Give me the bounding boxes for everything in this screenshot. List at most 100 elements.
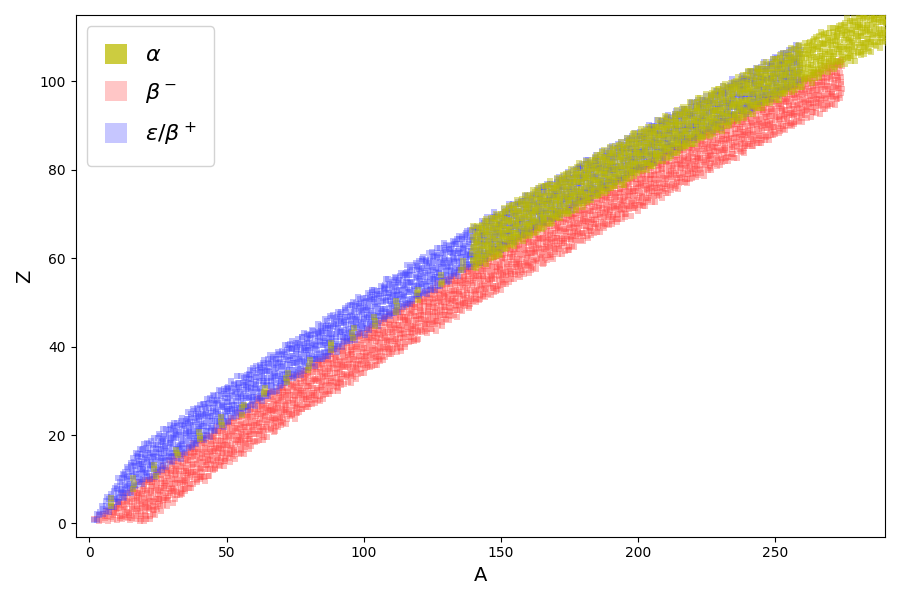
- Point: [106, 494, 121, 504]
- Point: [792, 77, 806, 87]
- Point: [585, 173, 599, 183]
- Point: [129, 508, 143, 518]
- Point: [653, 116, 668, 126]
- Point: [221, 431, 236, 441]
- Point: [680, 104, 695, 114]
- Point: [454, 278, 469, 288]
- Point: [433, 285, 447, 295]
- Point: [510, 213, 525, 223]
- Point: [482, 254, 497, 264]
- Point: [281, 371, 295, 381]
- Point: [184, 420, 198, 430]
- Point: [668, 127, 682, 136]
- Point: [664, 120, 679, 130]
- Point: [482, 279, 497, 289]
- Point: [722, 89, 736, 99]
- Point: [763, 94, 778, 104]
- Point: [509, 228, 524, 238]
- Point: [682, 163, 697, 173]
- Point: [670, 141, 685, 151]
- Point: [878, 31, 893, 41]
- Point: [543, 206, 557, 215]
- Point: [766, 86, 780, 95]
- Point: [580, 192, 595, 202]
- Point: [153, 490, 167, 500]
- Point: [768, 63, 782, 73]
- Point: [544, 197, 558, 207]
- Point: [460, 260, 474, 270]
- Point: [724, 99, 738, 109]
- Point: [804, 83, 818, 92]
- Point: [436, 276, 451, 286]
- Point: [343, 371, 357, 380]
- Point: [475, 241, 490, 251]
- Point: [585, 196, 599, 205]
- Point: [167, 474, 182, 484]
- Point: [261, 425, 275, 435]
- Point: [534, 244, 548, 254]
- Point: [329, 368, 344, 378]
- Point: [512, 206, 526, 215]
- Point: [175, 439, 189, 449]
- Point: [332, 332, 347, 341]
- Point: [432, 268, 446, 278]
- Point: [493, 239, 508, 248]
- Point: [552, 186, 566, 196]
- Point: [227, 418, 241, 428]
- Point: [616, 140, 631, 150]
- Point: [671, 115, 686, 124]
- Point: [562, 206, 576, 216]
- Point: [687, 135, 701, 145]
- Point: [472, 260, 486, 270]
- Point: [447, 305, 462, 315]
- Point: [276, 379, 291, 388]
- Point: [436, 275, 451, 285]
- Point: [330, 342, 345, 352]
- Point: [597, 146, 611, 155]
- Point: [219, 386, 233, 395]
- Point: [595, 203, 609, 213]
- Point: [699, 121, 714, 130]
- Point: [378, 311, 392, 321]
- Point: [600, 165, 615, 175]
- Point: [696, 95, 710, 105]
- Point: [821, 33, 835, 43]
- Point: [271, 371, 285, 381]
- Point: [820, 77, 834, 87]
- Point: [847, 38, 861, 48]
- Point: [606, 188, 620, 198]
- Point: [403, 324, 418, 334]
- Point: [705, 119, 719, 129]
- Point: [569, 186, 583, 196]
- Point: [609, 178, 624, 188]
- Point: [518, 191, 533, 200]
- Point: [838, 59, 852, 68]
- Point: [790, 48, 805, 58]
- Point: [292, 368, 307, 378]
- Point: [163, 479, 177, 488]
- Point: [855, 38, 869, 47]
- Point: [112, 513, 127, 523]
- Point: [629, 141, 643, 151]
- Point: [583, 230, 598, 239]
- Point: [455, 298, 470, 307]
- Point: [292, 374, 307, 384]
- Point: [417, 317, 431, 326]
- Point: [121, 499, 135, 509]
- Point: [296, 343, 310, 353]
- Point: [258, 389, 273, 398]
- Point: [778, 69, 792, 79]
- Point: [582, 226, 597, 236]
- Point: [663, 170, 678, 179]
- Point: [214, 403, 229, 412]
- Point: [664, 139, 679, 149]
- Point: [598, 188, 613, 198]
- Point: [669, 181, 683, 191]
- Point: [776, 80, 790, 89]
- Point: [486, 224, 500, 233]
- Point: [308, 355, 322, 364]
- Point: [658, 133, 672, 142]
- Point: [460, 264, 474, 274]
- Point: [618, 173, 633, 183]
- Point: [290, 403, 304, 412]
